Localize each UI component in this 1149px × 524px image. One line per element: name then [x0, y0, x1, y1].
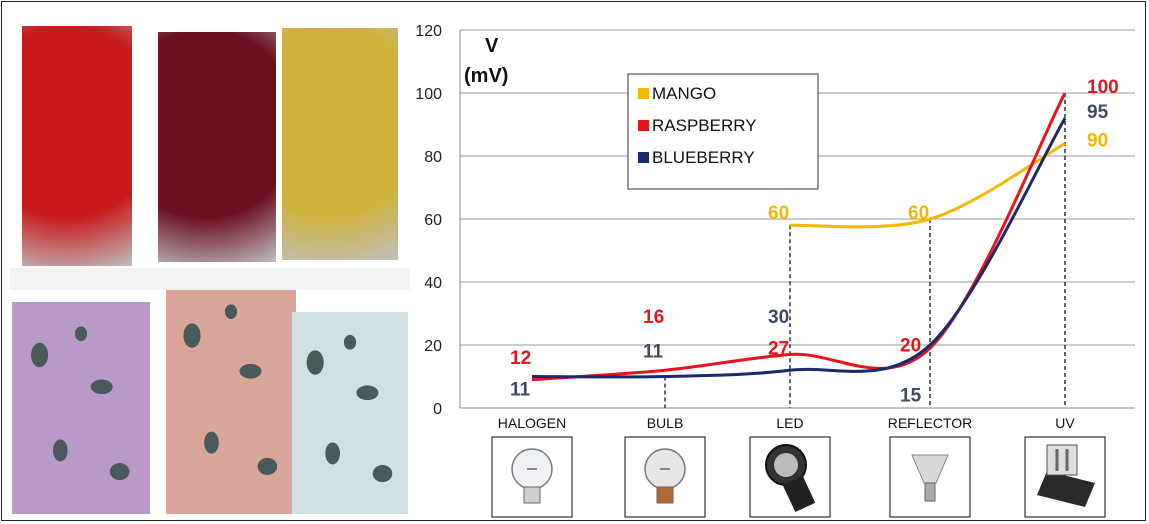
y-tick-label: 40	[424, 275, 442, 292]
uv-lamp-icon	[1037, 444, 1095, 507]
sample-blue-stained	[292, 312, 408, 514]
data-label: 12	[510, 348, 531, 369]
data-label: 100	[1087, 77, 1119, 98]
data-label: 60	[908, 203, 929, 224]
sample-yellow	[282, 28, 398, 260]
led-lamp-icon	[765, 444, 816, 513]
data-label: 95	[1087, 102, 1109, 123]
reflector-bulb-icon-frame	[889, 436, 971, 518]
y-tick-label: 60	[424, 212, 442, 229]
y-tick-label: 0	[433, 401, 442, 418]
y-axis-label: V	[485, 35, 499, 57]
y-tick-label: 20	[424, 338, 442, 355]
x-tick-label: BULB	[647, 415, 684, 431]
voltage-line-chart: 0 20 40 60 80 100 120 V (mV) 12 11 16 11 30 27 60 60 20 15…	[415, 23, 1135, 518]
series-line-blueberry	[531, 117, 1067, 379]
data-label: 27	[768, 338, 789, 359]
data-label: 30	[768, 307, 789, 328]
x-tick-label: REFLECTOR	[888, 415, 973, 431]
data-label: 16	[643, 307, 664, 328]
incandescent-bulb-icon	[644, 448, 686, 504]
legend-box	[627, 73, 819, 190]
panel-divider	[10, 268, 410, 290]
sample-purple-stained	[12, 302, 150, 514]
legend-swatch	[638, 120, 649, 131]
series-line-mango	[789, 142, 1066, 229]
data-label: 11	[510, 379, 531, 400]
data-label: 11	[643, 342, 664, 363]
sample-dark-red	[158, 32, 276, 262]
x-tick-label: LED	[776, 415, 803, 431]
legend-swatch	[638, 152, 649, 163]
legend-label: RASPBERRY	[652, 116, 757, 135]
halogen-bulb-icon	[511, 448, 553, 504]
sample-photo-panel	[10, 20, 410, 520]
y-axis-unit: (mV)	[464, 65, 508, 87]
x-tick-label: UV	[1055, 415, 1075, 431]
x-tick-label: HALOGEN	[498, 415, 566, 431]
data-label: 90	[1087, 131, 1108, 152]
reflector-bulb-icon	[911, 454, 949, 502]
data-label: 20	[900, 335, 921, 356]
y-tick-label: 80	[424, 149, 442, 166]
series-line-raspberry	[531, 92, 1067, 382]
sample-red	[22, 26, 132, 266]
y-tick-label: 120	[415, 23, 442, 40]
y-tick-label: 100	[415, 86, 442, 103]
data-label: 15	[900, 386, 922, 407]
data-label: 60	[768, 203, 789, 224]
sample-pink-stained	[166, 276, 296, 514]
legend-label: MANGO	[652, 84, 716, 103]
legend-swatch	[638, 88, 649, 99]
legend-label: BLUEBERRY	[652, 148, 755, 167]
